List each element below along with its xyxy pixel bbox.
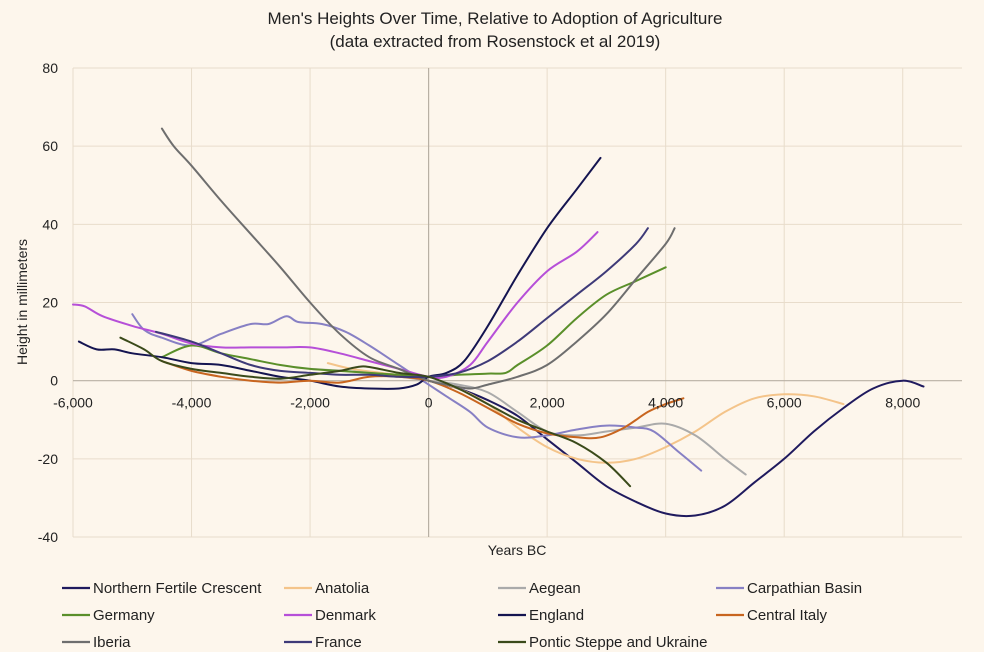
chart-title: Men's Heights Over Time, Relative to Ado… [268,9,723,28]
series-line-pontic-steppe-and-ukraine [119,336,632,488]
legend: Northern Fertile Crescent Anatolia Aegean C… [62,580,862,651]
chart-subtitle: (data extracted from Rosenstock et al 20… [330,32,661,51]
legend-item: France [284,634,362,651]
x-tick-label: 6,000 [767,395,802,411]
axes [73,68,962,537]
series-lines [72,127,925,518]
series-line-england [77,156,602,390]
series-line-denmark [72,231,599,379]
legend-item: Carpathian Basin [716,580,862,597]
legend-label: Denmark [315,607,376,624]
x-tick-label: -2,000 [290,395,330,411]
y-tick-label: 40 [42,216,58,232]
legend-label: Pontic Steppe and Ukraine [529,634,707,651]
legend-item: Germany [62,607,155,624]
series-line-france [155,227,649,379]
legend-label: Iberia [93,634,131,651]
legend-item: Iberia [62,634,131,651]
legend-item: Northern Fertile Crescent [62,580,262,597]
legend-label: France [315,634,362,651]
x-axis-label: Years BC [488,542,547,558]
legend-item: Denmark [284,607,376,624]
y-tick-label: -40 [38,529,58,545]
x-tick-label: 0 [425,395,433,411]
y-tick-label: 60 [42,138,58,154]
legend-item: Anatolia [284,580,370,597]
legend-item: Pontic Steppe and Ukraine [498,634,707,651]
x-tick-label: 4,000 [648,395,683,411]
legend-label: Carpathian Basin [747,580,862,597]
y-axis-label: Height in millimeters [14,239,30,365]
x-tick-label: -6,000 [53,395,93,411]
legend-label: Northern Fertile Crescent [93,580,262,597]
legend-label: Aegean [529,580,581,597]
y-tick-label: 20 [42,295,58,311]
legend-label: England [529,607,584,624]
legend-label: Central Italy [747,607,828,624]
legend-item: Central Italy [716,607,828,624]
series-line-carpathian-basin [131,313,703,472]
legend-item: Aegean [498,580,581,597]
y-tick-label: 80 [42,60,58,76]
x-tick-label: -4,000 [172,395,212,411]
tick-labels: -40 -20 0 20 40 60 80 -6,000 -4,000 -2,000 0 2,000 4… [38,60,921,545]
series-line-northern-fertile-crescent [427,379,925,518]
legend-label: Anatolia [315,580,370,597]
legend-item: England [498,607,584,624]
x-tick-label: 8,000 [885,395,920,411]
y-tick-label: 0 [50,373,58,389]
x-tick-label: 2,000 [530,395,565,411]
y-tick-label: -20 [38,451,58,467]
series-line-central-italy [160,360,685,440]
series-line-iberia [160,127,676,390]
legend-label: Germany [93,607,155,624]
